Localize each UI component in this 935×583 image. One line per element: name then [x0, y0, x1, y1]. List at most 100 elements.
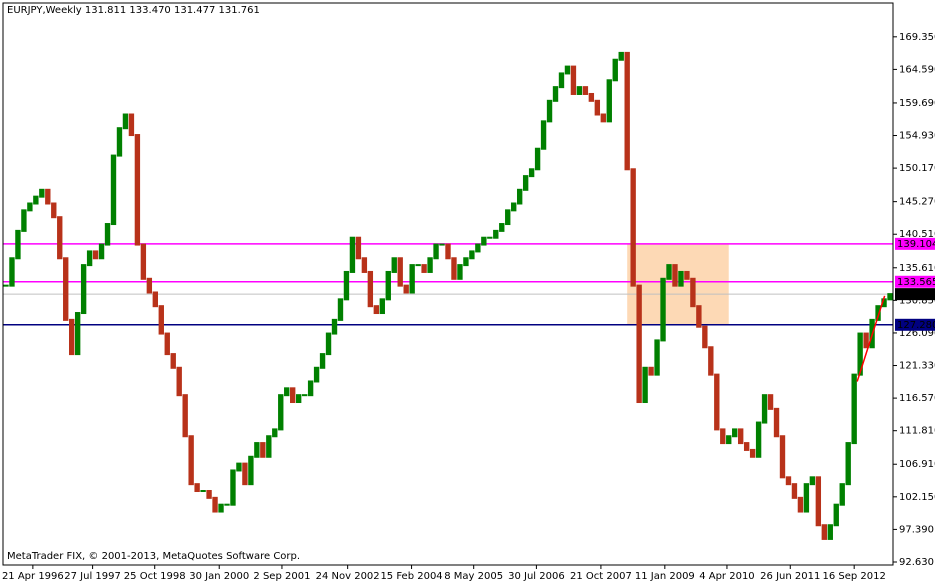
y-tick-label: 111.810	[899, 426, 935, 437]
candle	[9, 257, 15, 287]
candle	[684, 270, 690, 280]
candle	[230, 469, 236, 506]
candle	[69, 318, 75, 356]
x-tick-label: 24 Nov 2002	[316, 571, 380, 582]
y-tick-label: 140.510	[899, 229, 935, 240]
candle	[839, 483, 845, 506]
x-tick-label: 11 Jan 2009	[635, 571, 695, 582]
candle	[761, 394, 768, 424]
candle	[373, 305, 380, 315]
candle	[361, 257, 368, 273]
y-tick-label: 145.270	[899, 197, 935, 208]
price-label-box	[895, 288, 935, 301]
x-tick-label: 21 Oct 2007	[570, 571, 632, 582]
x-tick-label: 26 Jun 2011	[760, 571, 820, 582]
candle	[397, 257, 403, 287]
y-tick-label: 92.630	[899, 557, 934, 568]
candle	[278, 394, 284, 431]
candle	[427, 257, 433, 273]
y-tick-label: 130.850	[899, 295, 935, 306]
candle	[403, 284, 409, 294]
candle	[439, 243, 445, 246]
candle	[612, 58, 618, 82]
candle	[218, 503, 224, 513]
candle	[307, 380, 314, 397]
candle	[445, 243, 451, 260]
candle	[481, 236, 487, 246]
candle	[582, 86, 589, 95]
candle	[385, 270, 391, 301]
candle	[57, 216, 63, 260]
candle	[15, 229, 21, 260]
candle	[600, 113, 606, 123]
candle	[511, 202, 517, 212]
candle	[528, 168, 535, 178]
candle	[475, 243, 481, 253]
candle	[51, 202, 57, 219]
candle	[660, 277, 666, 342]
candle	[379, 298, 385, 315]
candle	[779, 435, 786, 479]
candle	[743, 442, 750, 451]
x-tick-label: 21 Apr 1996	[2, 571, 64, 582]
x-tick-label: 16 Sep 2012	[822, 571, 885, 582]
candle	[534, 147, 541, 171]
candle	[45, 188, 51, 205]
candle	[522, 175, 529, 191]
candle	[618, 51, 624, 61]
candle	[654, 339, 660, 376]
candle	[260, 442, 266, 458]
candle	[236, 462, 242, 472]
price-label-box	[895, 318, 935, 331]
candle	[732, 428, 738, 438]
candle	[516, 188, 523, 205]
candle	[266, 435, 272, 458]
candle	[164, 332, 170, 356]
candle	[74, 312, 81, 356]
candle	[331, 318, 338, 335]
y-tick-label: 159.690	[899, 98, 935, 109]
candle	[642, 366, 648, 404]
candle	[122, 113, 129, 130]
candle	[791, 483, 798, 499]
candle	[158, 305, 164, 335]
x-tick-label: 15 Feb 2004	[380, 571, 442, 582]
price-label: 131.761	[897, 289, 935, 300]
candle	[176, 366, 182, 397]
candle	[636, 284, 642, 404]
candle	[451, 257, 457, 280]
candle	[301, 394, 308, 397]
candle	[21, 209, 27, 232]
candle	[606, 79, 612, 123]
candle	[63, 257, 69, 321]
candle	[696, 305, 702, 328]
candle	[887, 293, 893, 301]
candle	[367, 270, 374, 308]
x-tick-label: 30 Jan 2000	[189, 571, 249, 582]
candle	[290, 387, 296, 404]
candle	[857, 332, 863, 376]
candle	[881, 298, 887, 308]
x-tick-label: 30 Jul 2006	[508, 571, 565, 582]
candle	[487, 236, 493, 239]
candle	[749, 448, 756, 458]
candle	[116, 127, 123, 157]
price-label: 133.565	[897, 277, 935, 288]
candle	[803, 483, 810, 513]
candle	[576, 86, 583, 95]
candle	[27, 202, 33, 212]
candle	[128, 113, 135, 137]
candle	[319, 353, 326, 369]
y-tick-label: 164.590	[899, 64, 935, 75]
candle	[146, 277, 153, 294]
candle	[648, 366, 654, 376]
candle	[409, 264, 415, 294]
candle	[206, 490, 212, 499]
candle	[391, 257, 397, 273]
zone	[627, 243, 729, 325]
candle	[594, 99, 601, 116]
chart-title: EURJPY,Weekly 131.811 133.470 131.477 13…	[7, 5, 260, 16]
candle	[785, 476, 792, 486]
candle	[833, 503, 839, 527]
